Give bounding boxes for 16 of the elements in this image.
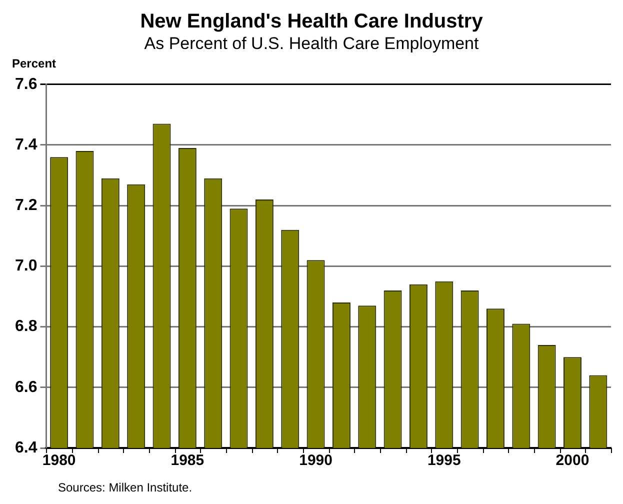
x-tick-label: 1995	[427, 452, 461, 470]
x-tick-label: 2000	[556, 452, 590, 470]
y-tick-label: 6.6	[14, 378, 38, 396]
y-tick-label: 7.2	[14, 197, 38, 214]
chart-subtitle: As Percent of U.S. Health Care Employment	[144, 34, 480, 53]
chart-title: New England's Health Care Industry	[140, 10, 484, 33]
y-axis-title: Percent	[12, 56, 56, 71]
x-tick-label: 1985	[170, 452, 204, 470]
y-tick-label: 7.0	[14, 258, 38, 275]
y-tick-label: 7.6	[14, 76, 38, 93]
y-tick-label: 7.4	[14, 136, 38, 154]
y-tick-label: 6.8	[14, 318, 38, 336]
y-tick-label: 6.4	[14, 439, 38, 456]
source-note: Sources: Milken Institute.	[58, 480, 192, 494]
x-tick-label: 1990	[299, 452, 332, 470]
x-tick-label: 1980	[42, 452, 76, 470]
